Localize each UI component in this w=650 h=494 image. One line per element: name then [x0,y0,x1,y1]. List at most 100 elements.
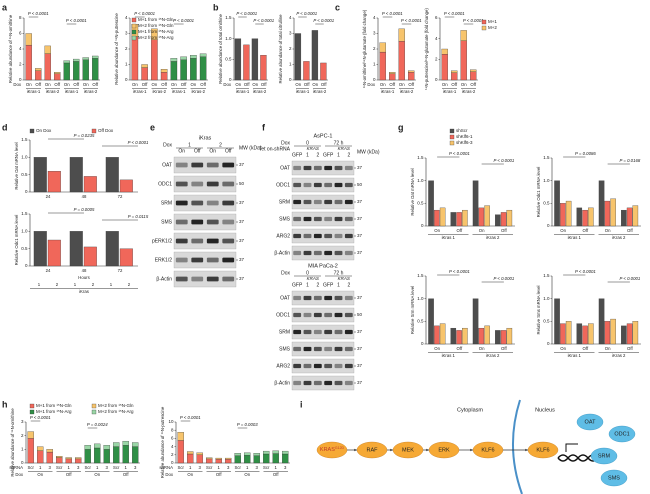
blot-band [222,181,235,187]
blot-lane: 2 [347,282,350,288]
bar [588,323,594,345]
blot-band [191,276,204,282]
blot-mw: 37 [239,238,245,243]
bar-segment [160,72,168,81]
panel-letter: d [2,122,8,132]
bar-segment [65,458,72,464]
bar [621,325,627,345]
y-tick-label: 0.5 [21,246,28,251]
group-label: iKras 2 [612,353,626,358]
blot-lane: 1 [306,152,309,158]
bar-segment [389,73,396,81]
target: SRM [598,453,611,459]
blot-band [293,199,302,205]
x-tick-label: On [479,228,485,233]
bar [311,30,319,81]
blot-band [313,233,322,239]
y-tick-label: 0 [19,77,22,82]
blot-band [293,250,302,256]
bar [105,231,119,267]
y-tick-label: 2 [289,46,292,51]
legend-label: M+2 from ¹⁵N-Arg [138,35,174,40]
bar-segment [56,457,63,464]
target: OAT [585,419,597,425]
bar [260,55,267,81]
x-tick-label: On [132,82,138,87]
arrow-head [390,448,393,452]
group-label: iKras-2 [84,89,98,94]
y-axis-label: Relative Odc1 mRNA level [536,167,541,218]
y-axis-label: Relative Sms mRNA level [536,285,541,334]
bar-segment [141,64,148,68]
y-tick-label: 1.5 [543,273,550,278]
blot-band [313,380,322,386]
blot-band [303,363,312,369]
bar-segment [244,455,251,464]
bar-segment [451,72,458,81]
x-tick-label: On [442,82,448,87]
blot-band [313,346,322,352]
bar-segment [132,442,139,447]
blot-band [303,346,312,352]
x-tick-label: Scr [206,465,213,470]
bar-segment [94,443,101,449]
bar [462,327,468,345]
bar-segment [206,457,213,460]
x-tick-label: Off [627,346,633,351]
y-tick-label: 6 [19,31,22,36]
blot-band [175,181,188,187]
group-label: iKras-1 [27,89,41,94]
y-tick-label: 0.5 [543,319,550,324]
bar-segment [65,457,72,460]
x-tick-label: 3 [199,465,202,470]
group-label: iKras 2 [486,235,500,240]
bar-segment [94,447,101,464]
legend-swatch [29,128,35,134]
legend-label: shScr [456,128,468,133]
y-tick-label: 4 [289,15,292,20]
blot-lane: On [178,148,185,154]
legend-swatch [91,403,97,409]
bar-segment [282,453,289,464]
bar-segment [113,446,120,464]
bar [576,323,583,345]
blot-band [334,182,343,188]
x-tick-label: On [295,82,301,87]
y-axis-label: Relative Odc1 mRNA level [14,215,19,266]
y-tick-label: 0 [435,77,438,82]
x-tick-label: On [434,228,440,233]
bar-segment [37,446,44,451]
blot-band [191,181,204,187]
blot-mw: 37 [357,380,363,385]
y-tick-label: 1.5 [21,211,28,216]
blot-lane: GFP [292,282,303,288]
blot-membrane [291,160,355,176]
blot-group: 1 [188,142,191,148]
panel-letter: b [213,2,219,12]
bar-segment [82,57,89,61]
y-tick-label: 4 [171,444,174,449]
blot-lane: 2 [316,282,319,288]
p-value: P < 0.0001 [30,415,51,420]
p-value: P < 0.0001 [296,11,317,16]
blot-mw: 37 [357,363,363,368]
bar [234,38,242,81]
y-tick-label: 8 [171,427,174,432]
blot-band [344,233,353,239]
x-tick-label: On [26,82,32,87]
blot-band [303,312,312,318]
blot-band [303,380,312,386]
target: ODC1 [614,431,629,437]
blot-band [293,346,302,352]
blot-row-label: Dox [163,142,172,148]
blot-band [175,257,188,263]
bar [69,231,83,267]
x-tick-label: On [380,82,386,87]
blot-title: MIA PaCa-2 [308,263,338,269]
target-shape [608,425,636,443]
blot-title: iKras [199,135,212,141]
p-value: P = 0.0024 [87,422,108,427]
x-tick-label: 3 [49,465,52,470]
bar [450,212,457,227]
blot-band [313,165,322,171]
